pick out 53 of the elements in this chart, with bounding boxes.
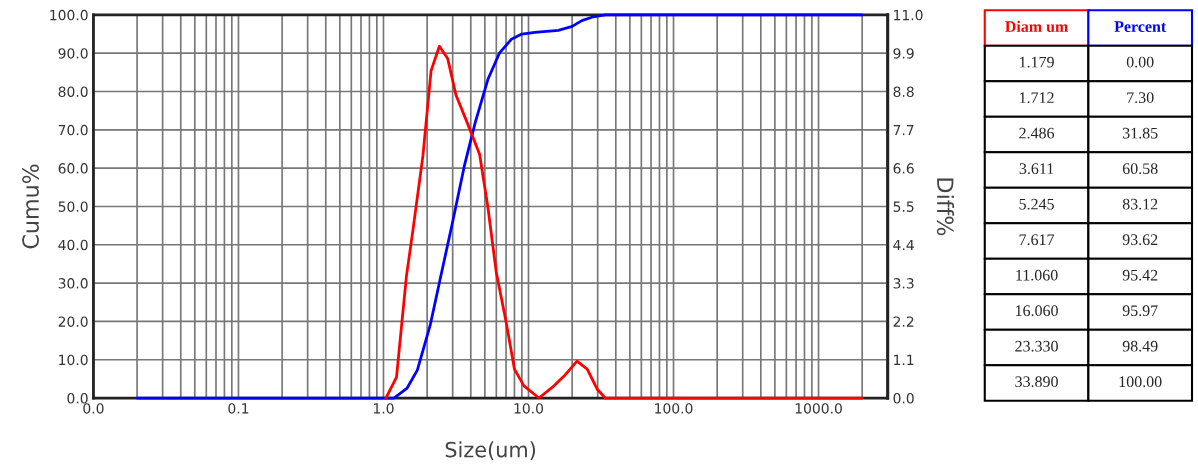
text: 23.330 <box>1015 340 1058 352</box>
text: 11.060 <box>1016 269 1058 281</box>
y-tick-label: 100.0 <box>50 9 88 21</box>
y-tick-label: 50.0 <box>58 201 88 212</box>
y2-axis-title: Diff% <box>936 178 955 236</box>
text: 93.62 <box>1122 234 1158 246</box>
text: 0.00 <box>1126 56 1154 68</box>
y-tick-label: 70.0 <box>58 124 88 136</box>
y-axis-title: Cumu% <box>22 164 39 249</box>
y-tick-label: 20.0 <box>58 316 88 327</box>
x-axis-title: Size(um) <box>445 441 536 460</box>
y2-tick-label: 1.1 <box>894 354 914 365</box>
y2-tick-label: 2.2 <box>893 316 914 327</box>
y-tick-label: 60.0 <box>58 163 88 174</box>
x-tick-label: 1000.0 <box>795 403 842 414</box>
text: 16.060 <box>1016 305 1058 317</box>
x-tick-label: 100.0 <box>655 403 693 414</box>
text: 5.245 <box>1019 198 1054 210</box>
x-tick-label: 0.1 <box>228 403 249 414</box>
text: 7.617 <box>1019 234 1055 246</box>
text: 95.42 <box>1122 269 1158 281</box>
text: 33.890 <box>1015 376 1058 388</box>
text: 100.00 <box>1119 376 1162 388</box>
y-tick-label: 0.0 <box>67 393 88 404</box>
y2-tick-label: 4.4 <box>893 239 914 251</box>
x-tick-label: 0.0 <box>83 403 104 414</box>
text: 7.30 <box>1127 92 1154 104</box>
text: 95.97 <box>1122 305 1158 317</box>
x-tick-label: 1.0 <box>373 403 394 414</box>
text: 1.712 <box>1020 92 1054 104</box>
text: 1.179 <box>1020 56 1054 68</box>
y-tick-label: 80.0 <box>58 86 88 97</box>
y2-tick-label: 6.6 <box>893 163 914 174</box>
y-tick-label: 30.0 <box>58 278 88 289</box>
text: 3.611 <box>1019 163 1054 175</box>
text: 98.49 <box>1122 340 1158 352</box>
y2-tick-label: 3.3 <box>893 278 914 289</box>
y2-tick-label: 9.9 <box>893 48 914 59</box>
y2-tick-label: 0.0 <box>893 393 914 404</box>
y-tick-label: 40.0 <box>58 239 88 251</box>
y2-tick-label: 8.8 <box>893 86 914 97</box>
x-tick-label: 10.0 <box>514 403 544 414</box>
text: 2.486 <box>1019 127 1055 139</box>
y-tick-label: 10.0 <box>59 354 88 366</box>
y2-tick-label: 7.7 <box>893 124 914 136</box>
text: Percent <box>1114 21 1167 32</box>
text: 31.85 <box>1122 127 1158 139</box>
y2-tick-label: 11.0 <box>894 9 923 21</box>
text: 60.58 <box>1122 163 1158 175</box>
y2-tick-label: 5.5 <box>893 201 914 212</box>
text: 83.12 <box>1122 198 1158 210</box>
text: Diam um <box>1005 20 1069 33</box>
y-tick-label: 90.0 <box>58 48 88 59</box>
